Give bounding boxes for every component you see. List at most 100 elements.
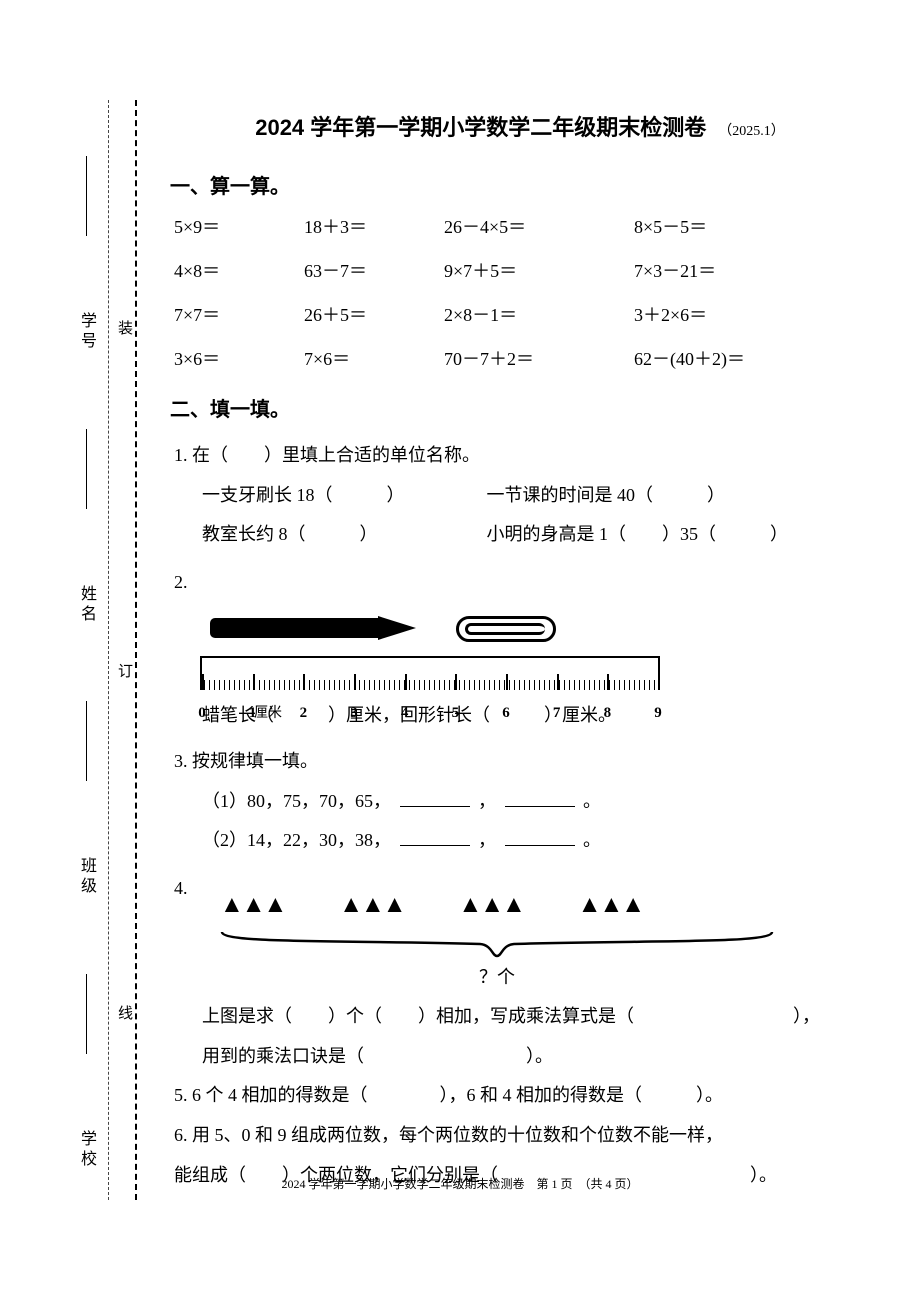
end: 。 xyxy=(583,830,601,850)
exam-date: （2025.1） xyxy=(718,124,785,139)
ruler-figure: 0123456789厘米 xyxy=(200,610,670,690)
q4-number: 4. xyxy=(174,869,188,909)
ruler-tick-label: 0 xyxy=(198,705,206,722)
calc-cell: 9×7＋5＝ xyxy=(444,257,634,283)
tri-group: ▲▲▲ xyxy=(459,879,524,932)
ruler-tick xyxy=(506,674,508,690)
q1-row1: 一支牙刷长 18（ ） 一节课的时间是 40（ ） xyxy=(202,476,870,516)
ruler-tick-label: 4 xyxy=(401,705,409,722)
section-2-heading: 二、填一填。 xyxy=(170,393,870,422)
q1-a: 一支牙刷长 18（ ） xyxy=(202,476,482,516)
end: 。 xyxy=(583,791,601,811)
ruler-tick xyxy=(354,674,356,690)
brace-label: ？个 xyxy=(220,958,774,998)
calc-cell: 2×8－1＝ xyxy=(444,301,634,327)
blank xyxy=(505,830,575,846)
calc-cell: 26＋5＝ xyxy=(304,301,444,327)
label-school: 学校 xyxy=(74,1130,98,1170)
q1-row2: 教室长约 8（ ） 小明的身高是 1（ ）35（ ） xyxy=(202,515,870,555)
blank xyxy=(505,790,575,806)
ruler-tick xyxy=(455,674,457,690)
ruler-tick-label: 9 xyxy=(654,705,662,722)
label-id: 学号 xyxy=(74,312,98,352)
calc-cell: 4×8＝ xyxy=(174,257,304,283)
q3-stem: 3. 按规律填一填。 xyxy=(174,742,870,782)
tri-group: ▲▲▲ xyxy=(220,879,285,932)
ruler-tick xyxy=(253,674,255,690)
ruler-tick-label: 7 xyxy=(553,705,561,722)
calc-cell: 62－(40＋2)＝ xyxy=(634,345,834,371)
q4-row: 4. ▲▲▲ ▲▲▲ ▲▲▲ ▲▲▲ ？个 xyxy=(174,869,870,997)
ruler-tick-label: 3 xyxy=(350,705,358,722)
q6-line1: 6. 用 5、0 和 9 组成两位数，每个两位数的十位数和个位数不能一样， xyxy=(174,1116,870,1156)
field-line xyxy=(86,701,87,781)
page-content: 2024 学年第一学期小学数学二年级期末检测卷 （2025.1） 一、算一算。 … xyxy=(170,110,870,1195)
q1-d: 小明的身高是 1（ ）35（ ） xyxy=(487,524,789,544)
q3-b-prefix: （2）14，22，30，38， xyxy=(202,830,391,850)
q5: 5. 6 个 4 相加的得数是（ ），6 和 4 相加的得数是（ ）。 xyxy=(174,1076,870,1116)
q1-stem: 1. 在（ ）里填上合适的单位名称。 xyxy=(174,436,870,476)
ruler-tick-label: 5 xyxy=(452,705,460,722)
q1-b: 一节课的时间是 40（ ） xyxy=(487,485,726,505)
staple-labels: 装 订 线 xyxy=(114,320,135,1020)
q4-line1a: 上图是求（ ）个（ ）相加，写成乘法算式是（ xyxy=(202,1006,634,1026)
ruler-tick-label: 2 xyxy=(300,705,308,722)
sep: ， xyxy=(478,791,496,811)
ruler-tick-label: 8 xyxy=(604,705,612,722)
calc-cell: 26－4×5＝ xyxy=(444,213,634,239)
ruler-tick xyxy=(202,674,204,690)
title-row: 2024 学年第一学期小学数学二年级期末检测卷 （2025.1） xyxy=(170,110,870,142)
calc-cell: 63－7＝ xyxy=(304,257,444,283)
field-line xyxy=(86,974,87,1054)
staple-zhuang: 装 xyxy=(114,320,135,335)
tri-group: ▲▲▲ xyxy=(578,879,643,932)
calc-cell: 3＋2×6＝ xyxy=(634,301,834,327)
calc-cell: 18＋3＝ xyxy=(304,213,444,239)
calc-grid: 5×9＝ 18＋3＝ 26－4×5＝ 8×5－5＝ 4×8＝ 63－7＝ 9×7… xyxy=(174,213,870,371)
q2-row: 2. xyxy=(174,563,870,603)
page-footer: 2024 学年第一学期小学数学二年级期末检测卷 第 1 页 （共 4 页） xyxy=(281,1175,638,1192)
binding-dashed-line-inner xyxy=(135,100,137,1200)
ruler-major-ticks: 0123456789厘米 xyxy=(200,656,660,690)
q1-c: 教室长约 8（ ） xyxy=(202,515,482,555)
staple-xian: 线 xyxy=(114,1005,135,1020)
q3-a-prefix: （1）80，75，70，65， xyxy=(202,791,391,811)
paperclip-icon xyxy=(456,616,556,642)
ruler-unit-label: 厘米 xyxy=(254,702,282,722)
calc-cell: 5×9＝ xyxy=(174,213,304,239)
field-line xyxy=(86,156,87,236)
ruler-tick-label: 6 xyxy=(502,705,510,722)
q4-line1b: ）， xyxy=(793,1006,820,1026)
ruler-tick xyxy=(303,674,305,690)
staple-ding: 订 xyxy=(114,663,135,678)
blank xyxy=(400,830,470,846)
sep: ， xyxy=(478,830,496,850)
ruler-tick xyxy=(557,674,559,690)
label-class: 班级 xyxy=(74,857,98,897)
blank xyxy=(400,790,470,806)
binding-dashed-line-outer xyxy=(108,100,109,1200)
brace-icon xyxy=(220,930,774,960)
calc-cell: 8×5－5＝ xyxy=(634,213,834,239)
ruler-tick xyxy=(405,674,407,690)
section-1-heading: 一、算一算。 xyxy=(170,170,870,199)
ruler-tick xyxy=(658,674,660,690)
q4-line2: 用到的乘法口诀是（ ）。 xyxy=(202,1037,870,1077)
ruler-tick xyxy=(607,674,609,690)
calc-cell: 70－7＋2＝ xyxy=(444,345,634,371)
q3-a: （1）80，75，70，65， ， 。 xyxy=(202,782,870,822)
triangle-groups: ▲▲▲ ▲▲▲ ▲▲▲ ▲▲▲ xyxy=(220,879,780,932)
field-line xyxy=(86,429,87,509)
tri-group: ▲▲▲ xyxy=(339,879,404,932)
calc-cell: 7×3－21＝ xyxy=(634,257,834,283)
q2-number: 2. xyxy=(174,563,188,603)
calc-cell: 3×6＝ xyxy=(174,345,304,371)
label-name: 姓名 xyxy=(74,585,98,625)
binding-field-labels: 学校 班级 姓名 学号 xyxy=(74,150,98,1170)
calc-cell: 7×7＝ xyxy=(174,301,304,327)
crayon-icon xyxy=(210,616,416,640)
calc-cell: 7×6＝ xyxy=(304,345,444,371)
exam-title: 2024 学年第一学期小学数学二年级期末检测卷 xyxy=(255,115,706,140)
q3-b: （2）14，22，30，38， ， 。 xyxy=(202,821,870,861)
q4-line1: 上图是求（ ）个（ ）相加，写成乘法算式是（ ）， xyxy=(202,997,870,1037)
